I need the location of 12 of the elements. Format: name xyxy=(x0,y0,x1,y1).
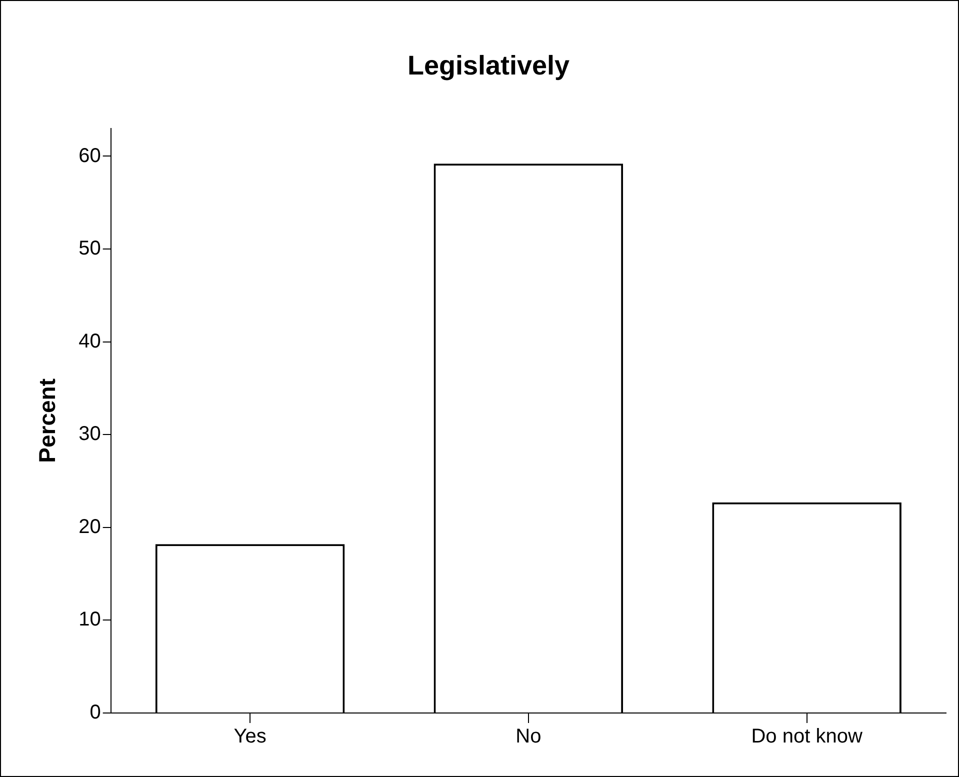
x-tick-label: Do not know xyxy=(751,726,863,748)
y-tick-label: 0 xyxy=(90,702,101,724)
y-tick-label: 20 xyxy=(78,516,101,538)
x-tick-label: Yes xyxy=(234,726,266,748)
y-tick-label: 50 xyxy=(78,238,101,260)
y-tick-label: 60 xyxy=(78,144,101,167)
y-tick-label: 10 xyxy=(78,608,101,631)
y-axis-title: Percent xyxy=(34,378,60,463)
x-tick-label: No xyxy=(516,726,542,748)
chart-title: Legislatively xyxy=(407,50,570,81)
y-tick-label: 40 xyxy=(78,330,101,352)
y-tick-label: 30 xyxy=(78,423,101,446)
